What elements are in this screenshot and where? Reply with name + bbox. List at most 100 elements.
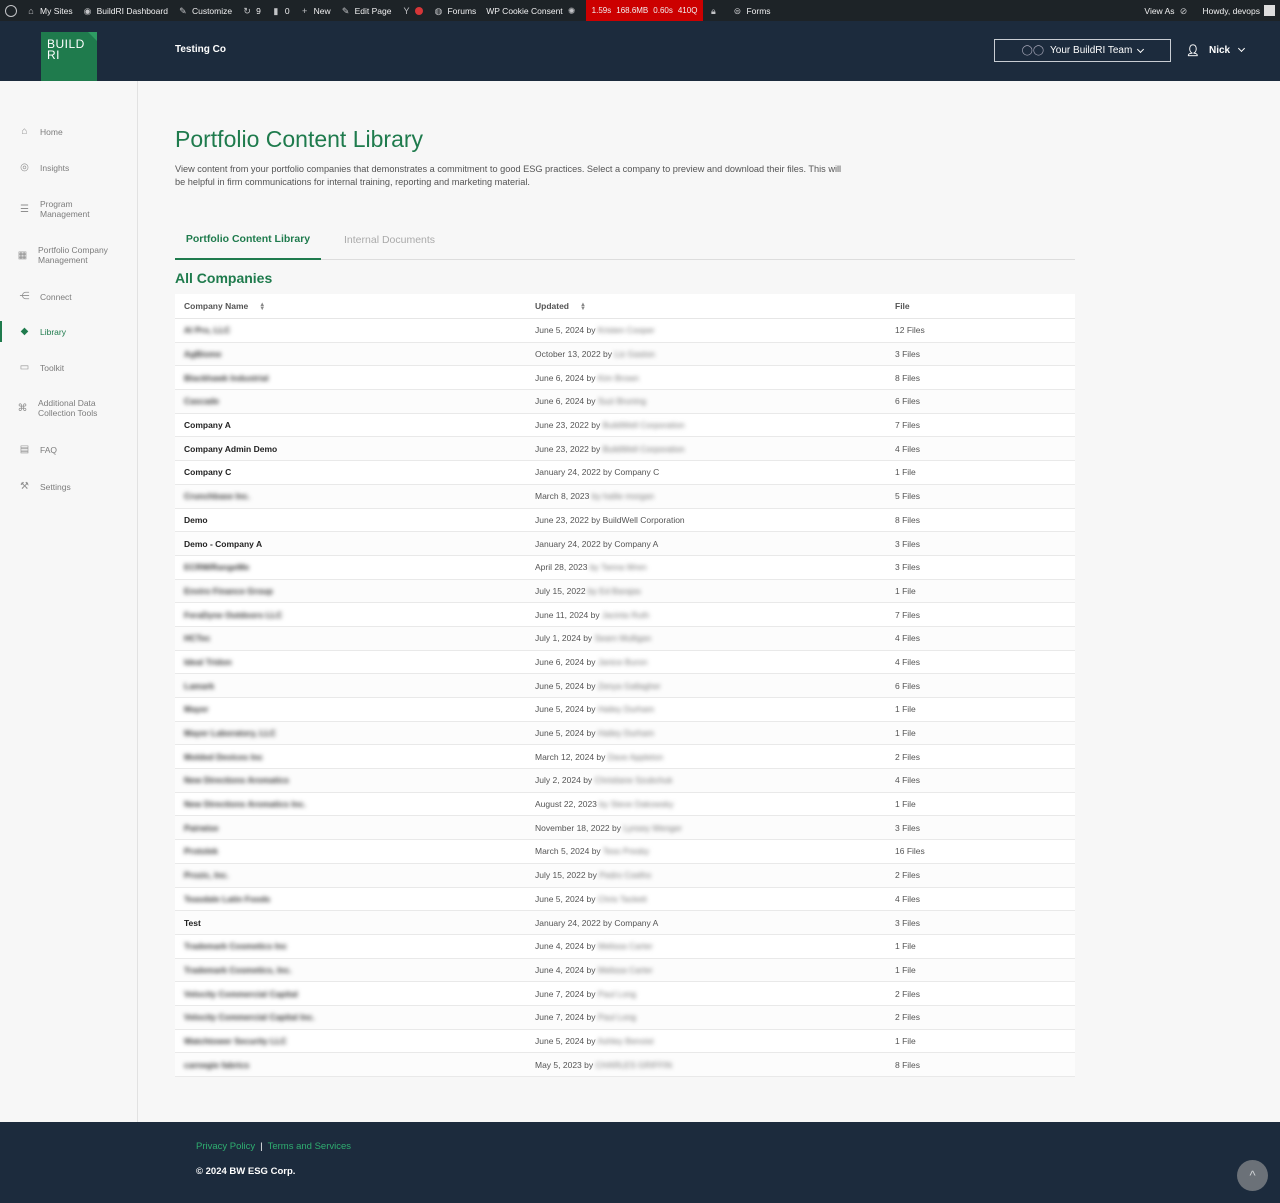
buildri-logo[interactable]: BUILD RI [41,32,97,87]
company-name-cell[interactable]: Molded Devices Inc [184,751,263,762]
tab-internal-documents[interactable]: Internal Documents [344,234,436,246]
company-name-cell[interactable]: Protolek [184,846,219,857]
dashboard-link[interactable]: ◉ BuildRI Dashboard [83,5,168,16]
company-name-cell[interactable]: Mayer Laboratory, LLC [184,728,276,739]
company-name-cell[interactable]: Company C [184,467,232,478]
company-name-cell[interactable]: carnegie fabrics [184,1059,250,1070]
table-row[interactable]: Company C January 24, 2022 by Company C 1 … [175,461,1075,485]
table-row[interactable]: Demo - Company A January 24, 2022 by Comp… [175,532,1075,556]
company-name-cell[interactable]: New Directions Aromatics [184,775,290,786]
table-row[interactable]: Molded Devices Inc March 12, 2024 by Dave… [175,745,1075,770]
sidebar-item-program-management[interactable]: ☰ Program Management [20,199,90,219]
company-name-cell[interactable]: ECRM/RangeMe [184,562,250,573]
company-name-cell[interactable]: Al Pro, LLC [184,325,231,336]
table-row[interactable]: FeraDyne Outdoors LLC June 11, 2024 by Ja… [175,603,1075,627]
table-row[interactable]: Teasdale Latin Foods June 5, 2024 by Chri… [175,888,1075,912]
table-row[interactable]: Pairwise November 18, 2022 by Lynsey Weng… [175,816,1075,841]
table-row[interactable]: Protolek March 5, 2024 by Tess Presby 16 F… [175,840,1075,864]
table-row[interactable]: AgBiome October 13, 2022 by Liz Gaston 3 F… [175,342,1075,367]
sidebar-item-insights[interactable]: ◎ Insights [20,162,70,173]
company-name-cell[interactable]: Crunchbase Inc. [184,491,251,502]
table-row[interactable]: Ideal Tridon June 6, 2024 by Janice Buron… [175,651,1075,675]
table-row[interactable]: Trademark Cosmetics Inc June 4, 2024 by M… [175,935,1075,959]
sidebar-item-settings[interactable]: ⚒ Settings [20,481,71,492]
company-name-cell[interactable]: Watchtower Security LLC [184,1035,287,1046]
table-row[interactable]: Company A June 23, 2022 by BuildWell Corp… [175,414,1075,438]
company-name-cell[interactable]: Trademark Cosmetics Inc [184,941,287,952]
company-name-cell[interactable]: Cascade [184,396,219,407]
company-name-cell[interactable]: Velocity Commercial Capital Inc. [184,1012,315,1023]
company-name-cell[interactable]: HCTec [184,633,211,644]
table-row[interactable]: Velocity Commercial Capital June 7, 2024 … [175,982,1075,1006]
forums-link[interactable]: ◍ Forums [434,5,477,16]
cookie-consent-link[interactable]: WP Cookie Consent ✺ [486,5,576,16]
company-name-cell[interactable]: Trademark Cosmetics, Inc. [184,964,292,975]
table-row[interactable]: Watchtower Security LLC June 5, 2024 by A… [175,1030,1075,1054]
table-row[interactable]: Company Admin Demo June 23, 2022 by Build… [175,437,1075,462]
user-menu[interactable]: 👤︎ Nick [1186,43,1246,57]
company-name-cell[interactable]: Demo - Company A [184,538,263,549]
wordpress-logo-icon[interactable] [5,4,17,17]
table-row[interactable]: carnegie fabrics May 5, 2023 by CHARLES G… [175,1053,1075,1077]
company-name-cell[interactable]: Velocity Commercial Capital [184,988,298,999]
tab-portfolio-content-library[interactable]: Portfolio Content Library [175,231,321,260]
sidebar-item-toolkit[interactable]: ▭ Toolkit [19,362,65,373]
privacy-policy-link[interactable]: Privacy Policy [196,1141,256,1152]
scroll-to-top-button[interactable]: ^ [1237,1160,1268,1191]
customize-link[interactable]: ✎ Customize [179,5,233,16]
updates-link[interactable]: ↻ 9 [243,5,261,16]
company-name-cell[interactable]: Pairwise [184,822,219,833]
company-name-cell[interactable]: Test [184,917,201,928]
sidebar-item-portfolio-company-management[interactable]: ▦ Portfolio Company Management [17,245,108,265]
column-company-name[interactable]: Company Name ▲ ▼ [184,301,266,312]
table-row[interactable]: Trademark Cosmetics, Inc. June 4, 2024 by… [175,958,1075,983]
company-name-cell[interactable]: FeraDyne Outdoors LLC [184,609,283,620]
table-row[interactable]: Velocity Commercial Capital Inc. June 7, … [175,1005,1075,1030]
view-as-link[interactable]: View As ⊘ [1144,5,1188,16]
table-row[interactable]: Mayer Laboratory, LLC June 5, 2024 by Hai… [175,721,1075,746]
table-row[interactable]: Mayer June 5, 2024 by Hailey Durham 1 File [175,698,1075,722]
sort-icon[interactable]: ▲ ▼ [580,301,586,312]
comments-link[interactable]: ▮ 0 [266,0,295,21]
table-row[interactable]: New Directions Aromatics July 2, 2024 by … [175,769,1075,793]
yoast-link[interactable]: Y [396,0,428,21]
table-row[interactable]: Blackhawk Industrial June 6, 2024 by Kim … [175,366,1075,391]
query-monitor-stats[interactable]: 1.59s 168.6MB 0.60s 410Q [585,0,704,21]
howdy-account-link[interactable]: Howdy, devops [1198,0,1280,21]
company-name-cell[interactable]: New Directions Aromatics Inc. [184,799,307,810]
table-row[interactable]: ECRM/RangeMe April 28, 2023 by Tanna Wren… [175,556,1075,580]
table-row[interactable]: Test January 24, 2022 by Company A 3 Files [175,911,1075,935]
column-updated[interactable]: Updated ▲ ▼ [535,301,586,312]
table-row[interactable]: HCTec July 1, 2024 by Searn Mulligan 4 Fil… [175,626,1075,651]
company-name-cell[interactable]: Ideal Tridon [184,656,232,667]
table-row[interactable]: New Directions Aromatics Inc. August 22, … [175,793,1075,817]
table-row[interactable]: Enviro Finance Group July 15, 2022 by Ed … [175,579,1075,604]
table-row[interactable]: Cascade June 6, 2024 by Suzi Bruning 6 Fil… [175,390,1075,414]
my-sites-link[interactable]: ⌂ My Sites [21,0,78,21]
company-name-cell[interactable]: Blackhawk Industrial [184,372,269,383]
sidebar-item-additional-data-collection-tools[interactable]: ⌘ Additional Data Collection Tools [17,398,98,418]
sidebar-item-faq[interactable]: ▤ FAQ [19,444,58,455]
company-name-cell[interactable]: Enviro Finance Group [184,585,273,596]
new-content-link[interactable]: + New [295,0,336,21]
sort-icon[interactable]: ▲ ▼ [259,301,266,312]
forms-link[interactable]: ⊜ Forms [733,5,771,16]
team-select[interactable]: ◯◯ Your BuildRI Team [994,39,1171,62]
sidebar-item-library[interactable]: ◆ Library [0,321,137,342]
edit-page-link[interactable]: ✎ Edit Page [341,5,392,16]
company-name-cell[interactable]: Prozic, Inc. [184,870,229,881]
company-name-cell[interactable]: Teasdale Latin Foods [184,893,271,904]
table-row[interactable]: Al Pro, LLC June 5, 2024 by Kristen Coope… [175,319,1075,343]
sidebar-item-home[interactable]: ⌂ Home [0,126,137,137]
terms-link[interactable]: Terms and Services [267,1141,352,1152]
table-row[interactable]: Crunchbase Inc. March 8, 2023 by hailie m… [175,484,1075,509]
table-row[interactable]: Prozic, Inc. July 15, 2022 by Pedro Coelh… [175,863,1075,888]
table-row[interactable]: Demo June 23, 2022 by BuildWell Corporati… [175,509,1075,533]
sidebar-item-connect[interactable]: ⋲ Connect [19,291,72,302]
lock-link[interactable]: 🔒︎ [703,0,727,21]
company-name-cell[interactable]: Demo [184,514,208,525]
company-name-cell[interactable]: Mayer [184,704,209,715]
company-name-cell[interactable]: AgBiome [184,349,222,360]
company-name-cell[interactable]: Company Admin Demo [184,443,278,454]
table-row[interactable]: Lamark June 5, 2024 by Zenya Gallagher 6 F… [175,674,1075,698]
